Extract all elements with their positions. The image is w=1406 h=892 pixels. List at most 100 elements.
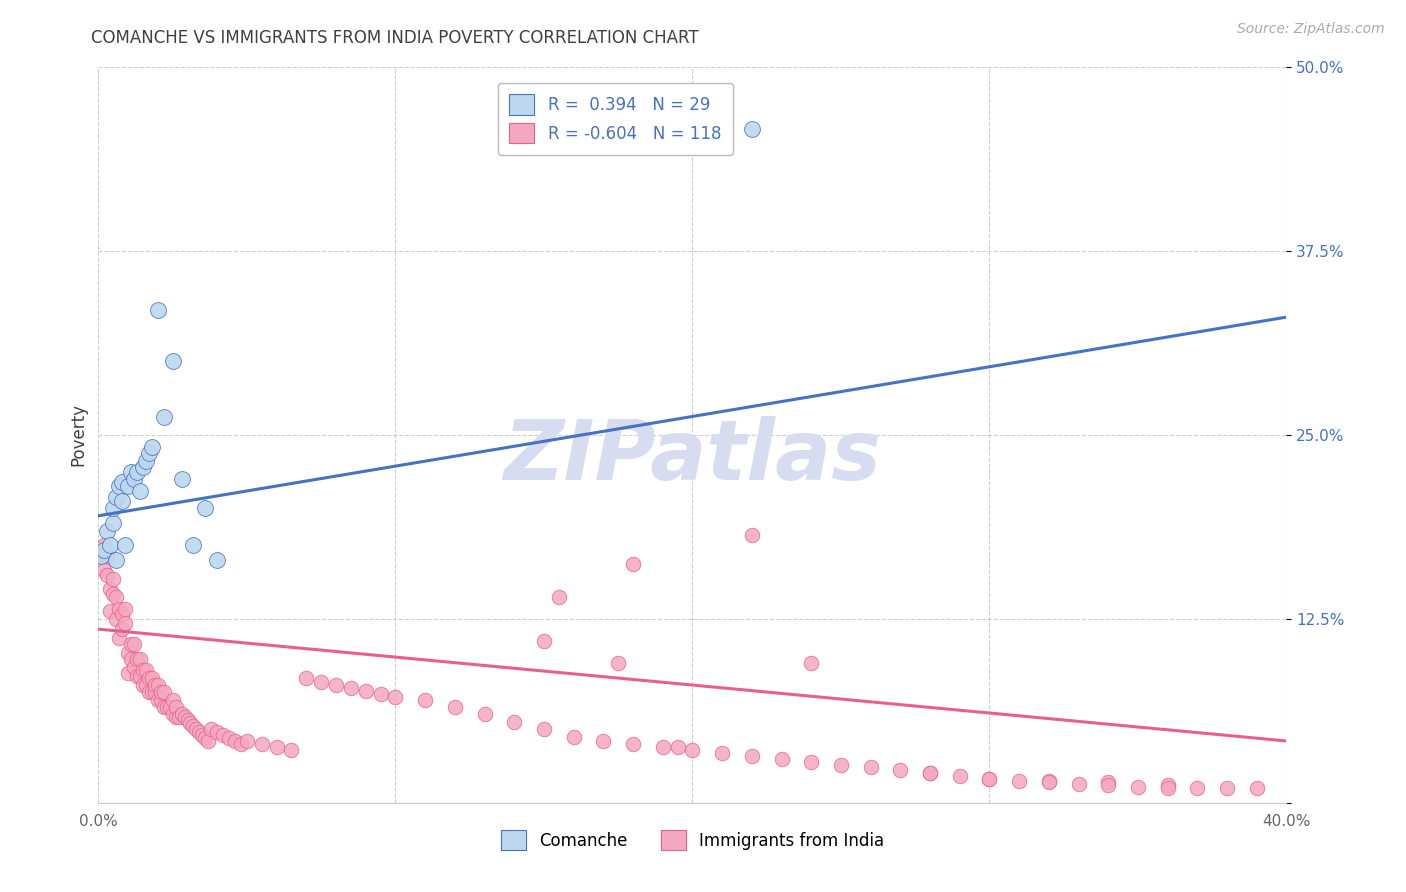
Point — [165, 700, 187, 714]
Point — [146, 302, 169, 317]
Point — [103, 572, 125, 586]
Point — [105, 612, 128, 626]
Point — [205, 553, 228, 567]
Point — [114, 601, 136, 615]
Point — [711, 746, 734, 760]
Point — [621, 558, 644, 572]
Point — [197, 734, 219, 748]
Point — [474, 707, 496, 722]
Point — [503, 714, 526, 729]
Point — [183, 719, 205, 733]
Point — [117, 479, 139, 493]
Point — [143, 678, 166, 692]
Point — [741, 528, 763, 542]
Point — [621, 737, 644, 751]
Point — [354, 684, 377, 698]
Point — [1008, 773, 1031, 788]
Text: Source: ZipAtlas.com: Source: ZipAtlas.com — [1237, 22, 1385, 37]
Point — [1187, 781, 1209, 796]
Point — [120, 637, 142, 651]
Point — [173, 710, 195, 724]
Point — [141, 671, 163, 685]
Point — [135, 664, 157, 678]
Point — [120, 465, 142, 479]
Point — [562, 730, 585, 744]
Point — [96, 567, 118, 582]
Point — [979, 772, 1001, 787]
Point — [114, 538, 136, 552]
Point — [141, 685, 163, 699]
Point — [979, 772, 1001, 787]
Point — [266, 739, 288, 754]
Point — [533, 633, 555, 648]
Point — [149, 685, 172, 699]
Point — [1097, 778, 1119, 792]
Point — [741, 121, 763, 136]
Point — [117, 666, 139, 681]
Point — [152, 685, 174, 699]
Point — [920, 766, 942, 780]
Point — [1038, 775, 1060, 789]
Point — [179, 716, 201, 731]
Point — [162, 707, 184, 722]
Point — [229, 737, 252, 751]
Legend: Comanche, Immigrants from India: Comanche, Immigrants from India — [494, 823, 891, 857]
Point — [129, 669, 152, 683]
Point — [170, 472, 193, 486]
Point — [1038, 773, 1060, 788]
Point — [800, 656, 823, 670]
Point — [122, 660, 145, 674]
Point — [949, 769, 972, 783]
Point — [1097, 775, 1119, 789]
Text: 40.0%: 40.0% — [1263, 814, 1310, 829]
Point — [186, 723, 208, 737]
Point — [830, 757, 852, 772]
Point — [212, 728, 235, 742]
Point — [681, 743, 703, 757]
Point — [309, 675, 332, 690]
Point — [250, 737, 273, 751]
Point — [135, 454, 157, 468]
Point — [325, 678, 347, 692]
Point — [98, 605, 121, 619]
Point — [443, 700, 465, 714]
Point — [1067, 777, 1090, 791]
Text: COMANCHE VS IMMIGRANTS FROM INDIA POVERTY CORRELATION CHART: COMANCHE VS IMMIGRANTS FROM INDIA POVERT… — [91, 29, 699, 46]
Point — [132, 678, 155, 692]
Point — [1126, 780, 1149, 794]
Point — [205, 725, 228, 739]
Point — [108, 631, 131, 645]
Point — [741, 748, 763, 763]
Point — [96, 549, 118, 563]
Point — [295, 671, 318, 685]
Point — [607, 656, 630, 670]
Point — [149, 692, 172, 706]
Point — [152, 700, 174, 714]
Point — [162, 354, 184, 368]
Point — [218, 731, 240, 745]
Point — [105, 490, 128, 504]
Point — [125, 465, 148, 479]
Point — [114, 616, 136, 631]
Point — [122, 637, 145, 651]
Point — [152, 410, 174, 425]
Point — [340, 681, 363, 695]
Point — [108, 479, 131, 493]
Point — [194, 731, 217, 745]
Text: ZIPatlas: ZIPatlas — [503, 417, 882, 498]
Point — [103, 587, 125, 601]
Point — [125, 651, 148, 665]
Text: 0.0%: 0.0% — [79, 814, 118, 829]
Point — [122, 472, 145, 486]
Point — [111, 494, 134, 508]
Point — [117, 646, 139, 660]
Point — [90, 549, 112, 563]
Point — [138, 445, 160, 459]
Point — [183, 538, 205, 552]
Point — [1246, 781, 1268, 796]
Point — [167, 710, 190, 724]
Point — [132, 664, 155, 678]
Point — [111, 475, 134, 489]
Point — [135, 678, 157, 692]
Point — [96, 524, 118, 538]
